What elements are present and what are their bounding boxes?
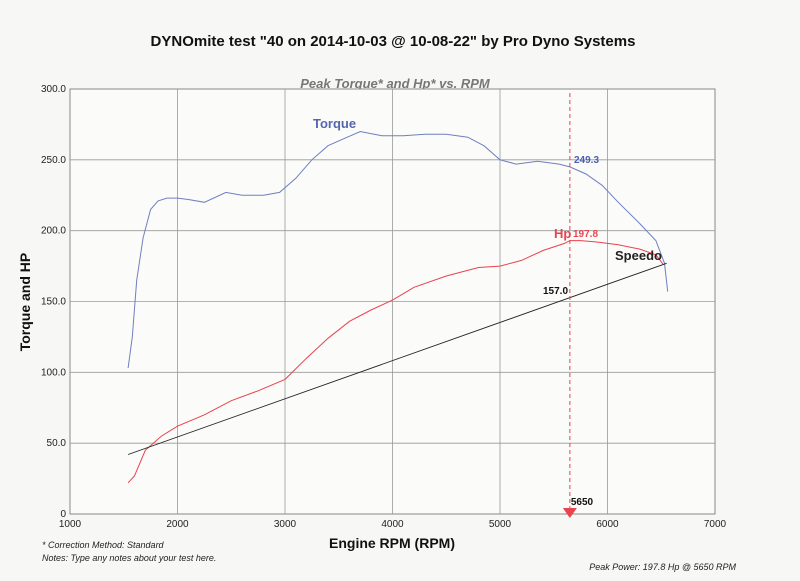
- peak-rpm-label: 5650: [571, 497, 594, 508]
- x-tick-label: 7000: [704, 519, 727, 530]
- correction-note: * Correction Method: Standard: [42, 540, 165, 550]
- speedo-value: 157.0: [543, 286, 568, 297]
- x-tick-label: 6000: [596, 519, 619, 530]
- torque-label: Torque: [313, 116, 356, 131]
- grid-layer: [70, 89, 715, 514]
- x-tick-label: 2000: [166, 519, 189, 530]
- y-tick-label: 50.0: [47, 438, 67, 449]
- y-tick-label: 150.0: [41, 297, 66, 308]
- chart-title: DYNOmite test "40 on 2014-10-03 @ 10-08-…: [151, 33, 636, 50]
- x-tick-label: 4000: [381, 519, 404, 530]
- chart-subtitle: Peak Torque* and Hp* vs. RPM: [300, 76, 491, 91]
- y-tick-labels: 0 50.0 100.0 150.0 200.0 250.0 300.0: [41, 84, 66, 520]
- series-layer: [127, 130, 669, 484]
- hp-peak-value: 197.8: [573, 229, 598, 240]
- x-axis-label: Engine RPM (RPM): [329, 535, 455, 551]
- torque-line: [127, 130, 669, 369]
- y-axis-label: Torque and HP: [17, 253, 33, 352]
- torque-peak-value: 249.3: [574, 155, 599, 166]
- x-tick-label: 5000: [489, 519, 512, 530]
- y-tick-label: 300.0: [41, 84, 66, 95]
- y-tick-label: 200.0: [41, 226, 66, 237]
- y-tick-label: 0: [60, 509, 66, 520]
- x-tick-labels: 1000 2000 3000 4000 5000 6000 7000: [59, 519, 727, 530]
- x-tick-label: 3000: [274, 519, 297, 530]
- notes-line: Notes: Type any notes about your test he…: [42, 553, 216, 563]
- speedo-line: [127, 262, 667, 455]
- y-tick-label: 250.0: [41, 155, 66, 166]
- peak-power-note: Peak Power: 197.8 Hp @ 5650 RPM: [589, 562, 736, 572]
- speedo-label: Speedo: [615, 248, 662, 263]
- hp-line: [127, 240, 664, 484]
- x-tick-label: 1000: [59, 519, 82, 530]
- peak-rpm-marker: [562, 508, 577, 518]
- hp-label: Hp: [554, 226, 571, 241]
- y-tick-label: 100.0: [41, 367, 66, 378]
